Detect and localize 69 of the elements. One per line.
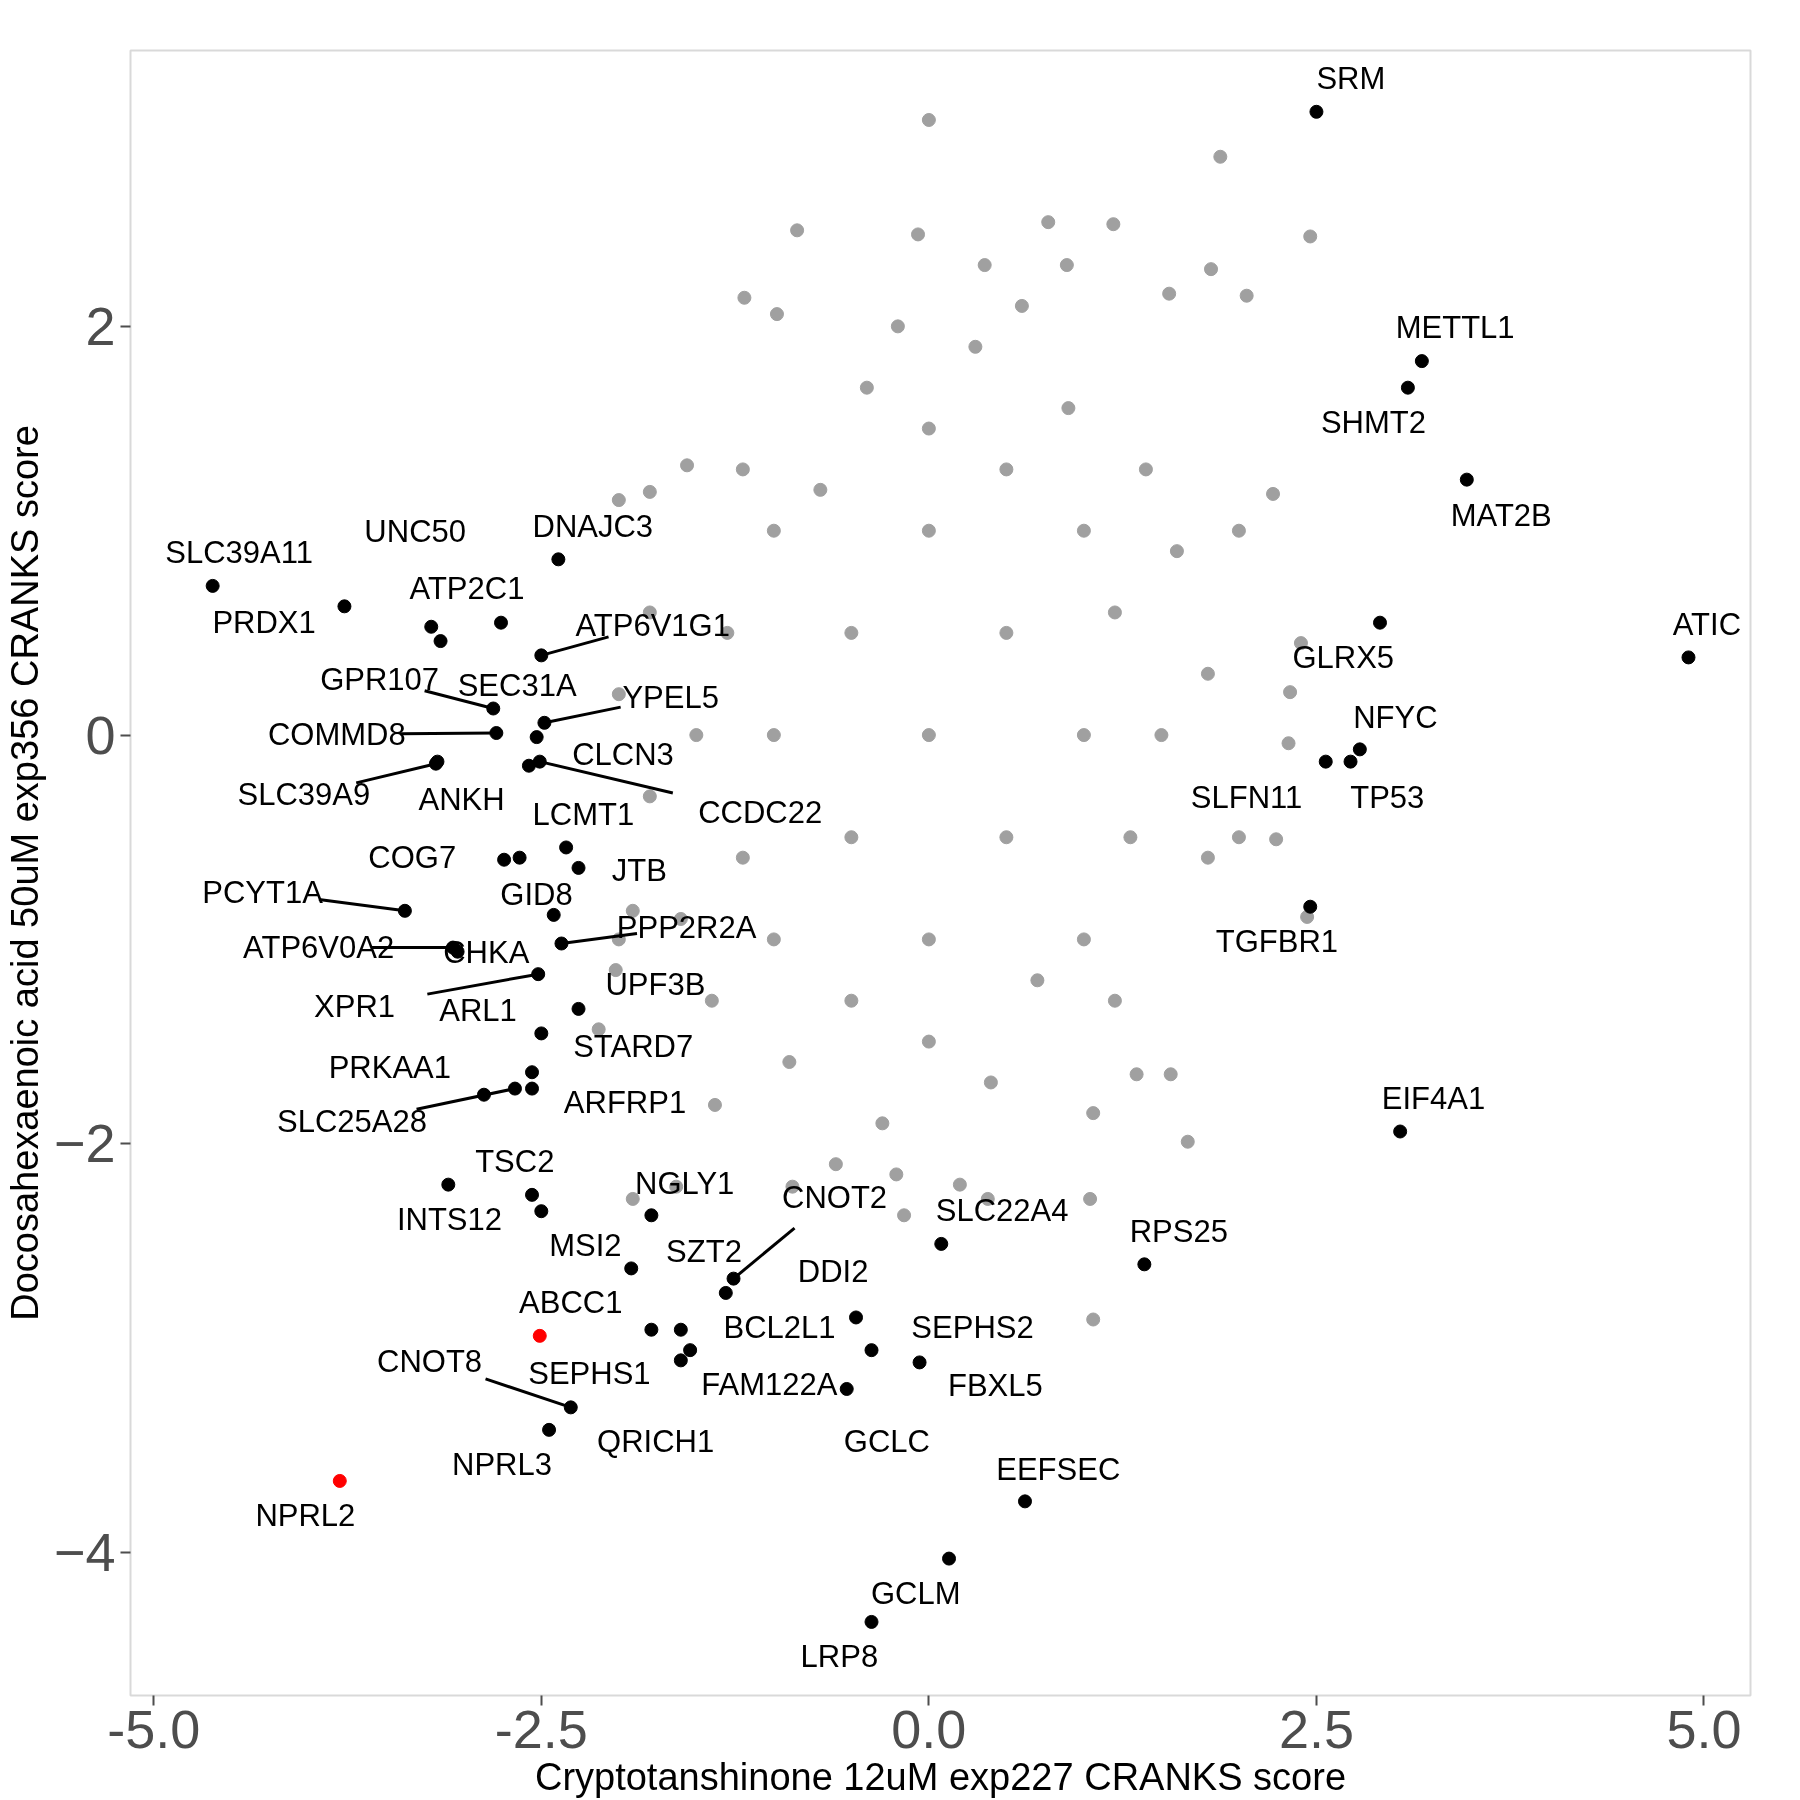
- annotation: PCYT1A: [202, 874, 324, 910]
- annotation: ATIC: [1672, 606, 1742, 642]
- annotation: STARD7: [573, 1028, 694, 1064]
- annotation: CNOT8: [377, 1343, 483, 1379]
- annotation: CNOT2: [782, 1179, 888, 1215]
- annotation: XPR1: [314, 988, 396, 1024]
- y-tick-label: 0: [85, 704, 116, 765]
- annotation: DDI2: [797, 1254, 869, 1290]
- y-tick-label: −2: [53, 1113, 116, 1174]
- annotation: MAT2B: [1450, 497, 1552, 533]
- annotation: SLC25A28: [276, 1104, 427, 1140]
- annotation: GID8: [500, 876, 573, 912]
- annotation: ATP6V1G1: [575, 608, 730, 644]
- annotation: FBXL5: [947, 1367, 1043, 1403]
- annotation: SZT2: [666, 1234, 742, 1270]
- annotation: NPRL2: [255, 1497, 356, 1533]
- annotation: QRICH1: [597, 1424, 715, 1460]
- annotation: ABCC1: [519, 1285, 623, 1321]
- annotation: TSC2: [475, 1144, 555, 1180]
- x-tick-label: 5.0: [1666, 1698, 1742, 1759]
- annotation: PRKAA1: [328, 1049, 451, 1085]
- annotation: GCLM: [870, 1575, 961, 1611]
- annotation: SEPHS1: [528, 1355, 651, 1391]
- annotation: COG7: [368, 839, 457, 875]
- annotation: FAM122A: [701, 1367, 838, 1403]
- annotation: EEFSEC: [996, 1451, 1121, 1487]
- annotation: ARFRP1: [563, 1084, 687, 1120]
- annotation: SLC39A11: [165, 535, 313, 571]
- annotation: SEPHS2: [911, 1309, 1034, 1345]
- annotation: EIF4A1: [1381, 1080, 1486, 1116]
- annotation: PRDX1: [212, 604, 316, 640]
- y-tick-label: −4: [53, 1521, 116, 1582]
- annotation: JTB: [611, 852, 667, 888]
- y-axis-title: Docosahexaenoic acid 50uM exp356 CRANKS score: [3, 425, 46, 1321]
- annotation: NFYC: [1353, 699, 1438, 735]
- annotation: ARL1: [439, 992, 517, 1028]
- annotation: SLC22A4: [935, 1193, 1069, 1229]
- annotation: GLRX5: [1292, 639, 1395, 675]
- annotation: METTL1: [1395, 310, 1515, 346]
- annotation: GCLC: [843, 1424, 930, 1460]
- annotation: DNAJC3: [532, 508, 654, 544]
- annotation: NGLY1: [634, 1165, 735, 1201]
- annotation: UNC50: [364, 513, 467, 549]
- annotation: NPRL3: [452, 1446, 552, 1482]
- annotation: MSI2: [549, 1227, 622, 1263]
- annotation: ATP6V0A2: [243, 930, 395, 966]
- annotation: SHMT2: [1320, 404, 1426, 440]
- annotation: ANKH: [418, 782, 505, 818]
- annotation: UPF3B: [605, 967, 706, 1003]
- annotation: SRM: [1316, 61, 1386, 97]
- annotation: COMMD8: [267, 716, 406, 752]
- annotation: CLCN3: [572, 736, 674, 772]
- annotation: GPR107: [320, 662, 440, 698]
- y-tick-label: 2: [85, 295, 116, 356]
- annotation: INTS12: [396, 1201, 503, 1237]
- annotation: TP53: [1350, 779, 1425, 815]
- annotation: RPS25: [1129, 1213, 1228, 1249]
- annotation: LRP8: [800, 1638, 879, 1674]
- annotation: BCL2L1: [723, 1309, 836, 1345]
- annotation: SLC39A9: [237, 777, 371, 813]
- annotation: LCMT1: [532, 796, 635, 832]
- annotation: TGFBR1: [1215, 923, 1339, 959]
- annotation: YPEL5: [622, 680, 719, 716]
- annotation: ATP2C1: [409, 570, 525, 606]
- annotation: SEC31A: [457, 667, 577, 703]
- annotation: CCDC22: [698, 794, 823, 830]
- x-tick-label: -5.0: [107, 1698, 201, 1759]
- annotation: SLFN11: [1190, 779, 1303, 815]
- annotation: PPP2R2A: [616, 909, 757, 945]
